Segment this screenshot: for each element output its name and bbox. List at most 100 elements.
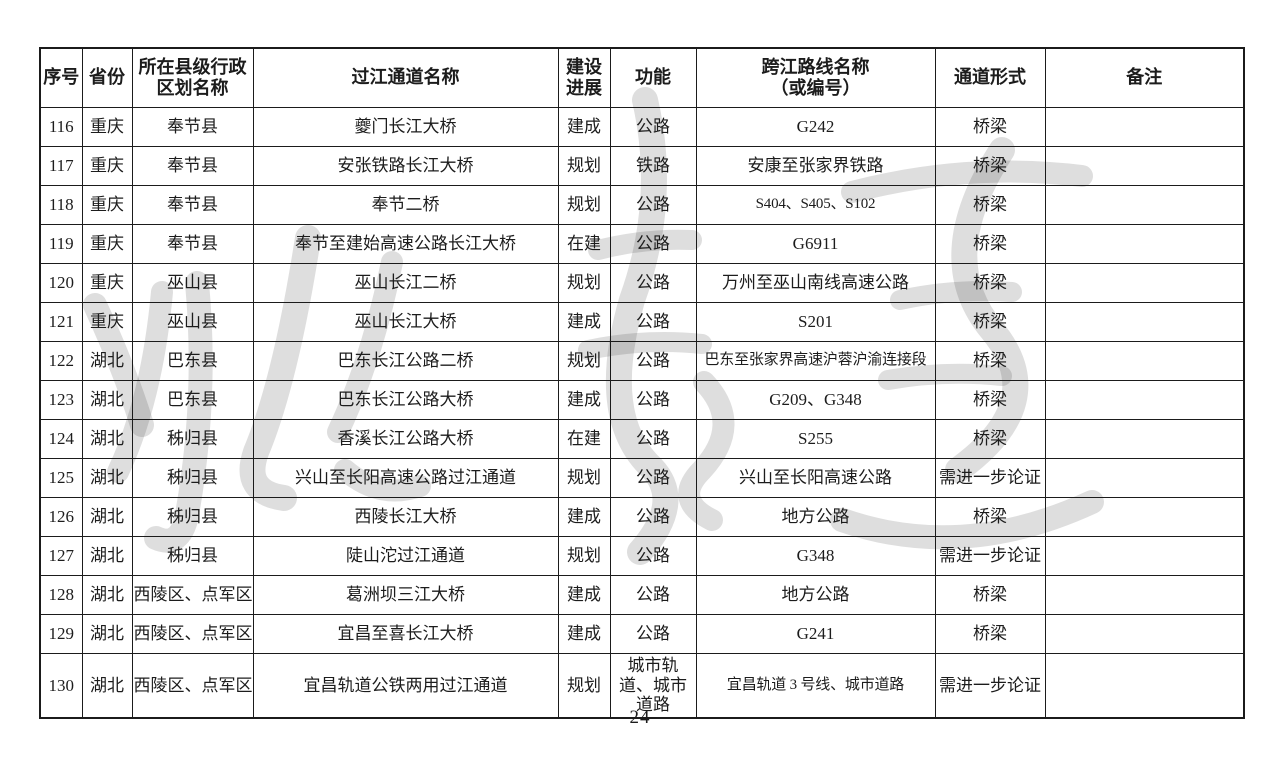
cell-remark — [1044, 575, 1245, 615]
cell-province: 重庆 — [81, 302, 133, 342]
cell-form: 需进一步论证 — [934, 536, 1046, 576]
cell-index: 118 — [39, 185, 83, 225]
cell-channel-name: 巴东长江公路大桥 — [252, 380, 559, 420]
header-progress: 建设 进展 — [557, 47, 611, 108]
cell-function: 公路 — [609, 497, 697, 537]
header-province: 省份 — [81, 47, 133, 108]
cell-route: G241 — [695, 614, 936, 654]
cell-function: 铁路 — [609, 146, 697, 186]
cell-remark — [1044, 341, 1245, 381]
cell-remark — [1044, 458, 1245, 498]
cell-index: 127 — [39, 536, 83, 576]
cell-province: 湖北 — [81, 536, 133, 576]
cell-function: 公路 — [609, 263, 697, 303]
table-row: 118 重庆 奉节县 奉节二桥 规划 公路 S404、S405、S102 桥梁 — [39, 185, 1245, 225]
cell-county: 巫山县 — [131, 302, 254, 342]
table-row: 128 湖北 西陵区、点军区 葛洲坝三江大桥 建成 公路 地方公路 桥梁 — [39, 575, 1245, 615]
cell-progress: 在建 — [557, 419, 611, 459]
cell-index: 126 — [39, 497, 83, 537]
cell-form: 桥梁 — [934, 146, 1046, 186]
cell-form: 桥梁 — [934, 380, 1046, 420]
cell-function: 公路 — [609, 107, 697, 147]
header-route: 跨江路线名称 （或编号） — [695, 47, 936, 108]
header-row: 序号 省份 所在县级行政 区划名称 过江通道名称 建设 进展 功能 跨江路线名称… — [39, 47, 1245, 108]
cell-function: 城市轨道、城市道路 — [609, 653, 697, 719]
cell-county: 西陵区、点军区 — [131, 614, 254, 654]
header-progress-line1: 建设 — [566, 56, 602, 77]
cell-progress: 规划 — [557, 341, 611, 381]
cell-channel-name: 奉节至建始高速公路长江大桥 — [252, 224, 559, 264]
cell-channel-name: 葛洲坝三江大桥 — [252, 575, 559, 615]
cell-channel-name: 奉节二桥 — [252, 185, 559, 225]
cell-county: 秭归县 — [131, 497, 254, 537]
cell-channel-name: 宜昌轨道公铁两用过江通道 — [252, 653, 559, 719]
table-row: 123 湖北 巴东县 巴东长江公路大桥 建成 公路 G209、G348 桥梁 — [39, 380, 1245, 420]
cell-index: 122 — [39, 341, 83, 381]
cell-index: 130 — [39, 653, 83, 719]
cell-channel-name: 兴山至长阳高速公路过江通道 — [252, 458, 559, 498]
table-row: 130 湖北 西陵区、点军区 宜昌轨道公铁两用过江通道 规划 城市轨道、城市道路… — [39, 653, 1245, 719]
cell-route: G242 — [695, 107, 936, 147]
cell-progress: 规划 — [557, 185, 611, 225]
cell-progress: 规划 — [557, 536, 611, 576]
table-row: 122 湖北 巴东县 巴东长江公路二桥 规划 公路 巴东至张家界高速沪蓉沪渝连接… — [39, 341, 1245, 381]
cell-province: 湖北 — [81, 458, 133, 498]
cell-progress: 规划 — [557, 458, 611, 498]
header-index: 序号 — [39, 47, 83, 108]
cell-county: 秭归县 — [131, 536, 254, 576]
table-row: 121 重庆 巫山县 巫山长江大桥 建成 公路 S201 桥梁 — [39, 302, 1245, 342]
cell-province: 湖北 — [81, 575, 133, 615]
cell-route: 安康至张家界铁路 — [695, 146, 936, 186]
cell-channel-name: 夔门长江大桥 — [252, 107, 559, 147]
cell-remark — [1044, 224, 1245, 264]
cell-form: 桥梁 — [934, 341, 1046, 381]
cell-province: 重庆 — [81, 107, 133, 147]
cell-index: 120 — [39, 263, 83, 303]
cell-county: 西陵区、点军区 — [131, 653, 254, 719]
cell-progress: 在建 — [557, 224, 611, 264]
cell-route: S255 — [695, 419, 936, 459]
cell-remark — [1044, 146, 1245, 186]
cell-progress: 建成 — [557, 497, 611, 537]
cell-remark — [1044, 302, 1245, 342]
cell-province: 湖北 — [81, 341, 133, 381]
cell-county: 奉节县 — [131, 185, 254, 225]
cell-form: 需进一步论证 — [934, 653, 1046, 719]
cell-province: 重庆 — [81, 263, 133, 303]
header-county-line2: 区划名称 — [156, 78, 229, 98]
cell-county: 奉节县 — [131, 146, 254, 186]
cell-form: 桥梁 — [934, 497, 1046, 537]
cell-index: 119 — [39, 224, 83, 264]
table-row: 126 湖北 秭归县 西陵长江大桥 建成 公路 地方公路 桥梁 — [39, 497, 1245, 537]
cell-county: 西陵区、点军区 — [131, 575, 254, 615]
cell-route: 宜昌轨道 3 号线、城市道路 — [695, 653, 936, 719]
cell-index: 125 — [39, 458, 83, 498]
header-form: 通道形式 — [934, 47, 1046, 108]
cell-route: G348 — [695, 536, 936, 576]
cell-progress: 建成 — [557, 575, 611, 615]
cell-province: 重庆 — [81, 146, 133, 186]
cell-index: 121 — [39, 302, 83, 342]
cell-county: 巴东县 — [131, 380, 254, 420]
cell-function: 公路 — [609, 380, 697, 420]
cell-index: 129 — [39, 614, 83, 654]
cell-county: 秭归县 — [131, 458, 254, 498]
header-function: 功能 — [609, 47, 697, 108]
cell-route: 地方公路 — [695, 497, 936, 537]
cell-index: 124 — [39, 419, 83, 459]
cell-county: 秭归县 — [131, 419, 254, 459]
cell-remark — [1044, 536, 1245, 576]
cell-channel-name: 巫山长江二桥 — [252, 263, 559, 303]
cell-function: 公路 — [609, 536, 697, 576]
cell-province: 重庆 — [81, 224, 133, 264]
table-row: 119 重庆 奉节县 奉节至建始高速公路长江大桥 在建 公路 G6911 桥梁 — [39, 224, 1245, 264]
cell-channel-name: 巫山长江大桥 — [252, 302, 559, 342]
cell-route: 巴东至张家界高速沪蓉沪渝连接段 — [695, 341, 936, 381]
cell-province: 重庆 — [81, 185, 133, 225]
cell-progress: 规划 — [557, 263, 611, 303]
crossing-channels-table: 序号 省份 所在县级行政 区划名称 过江通道名称 建设 进展 功能 跨江路线名称… — [39, 47, 1245, 719]
cell-progress: 建成 — [557, 614, 611, 654]
cell-route: G6911 — [695, 224, 936, 264]
cell-channel-name: 陡山沱过江通道 — [252, 536, 559, 576]
